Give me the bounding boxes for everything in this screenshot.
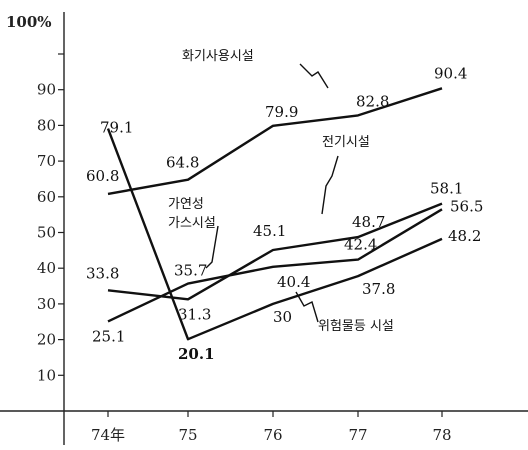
series-name-fire: 화기사용시설: [182, 49, 254, 64]
data-labels: 60.8 64.8 79.9 82.8 90.4 33.8 31.3 45.1 48.7 58.1…: [86, 64, 483, 363]
y-tick-label: 10: [37, 366, 56, 384]
data-label-gas: 35.7: [174, 262, 207, 280]
x-tick-label: 75: [178, 426, 197, 444]
data-label-fire: 79.9: [265, 103, 298, 121]
data-label-fire: 60.8: [86, 167, 119, 185]
pointer-fire: [299, 63, 329, 89]
series-name-gas: 가연성 가스시설: [168, 197, 216, 231]
data-label-electric: 33.8: [86, 264, 119, 282]
y-unit-label: 100%: [6, 13, 52, 31]
data-label-fire: 90.4: [434, 64, 467, 82]
x-tick-label: 78: [432, 426, 451, 444]
series-lines: [106, 87, 443, 341]
y-tick-label: 80: [37, 116, 56, 134]
series-name-hazard: 위험물등 시설: [318, 319, 394, 334]
y-tick-label: 60: [37, 188, 56, 206]
y-tick-label: 20: [37, 331, 56, 349]
series-line-fire: [107, 87, 443, 196]
x-tick-label: 74年: [91, 426, 125, 444]
y-tick-label: 70: [37, 152, 56, 170]
axes: [0, 12, 528, 445]
series-name-electric: 전기시설: [322, 135, 370, 150]
data-label-hazard: 30: [273, 308, 292, 326]
data-label-hazard: 37.8: [362, 280, 395, 298]
data-label-gas: 42.4: [344, 236, 377, 254]
y-tick-label: 40: [37, 259, 56, 277]
data-label-gas: 25.1: [92, 327, 125, 345]
series-line-hazard: [106, 128, 443, 341]
series-line-gas: [107, 208, 443, 323]
pointer-hazard: [295, 291, 319, 323]
x-tick-label: 76: [263, 426, 282, 444]
data-label-electric: 58.1: [430, 180, 463, 198]
y-tick-label: 90: [37, 81, 56, 99]
y-tick-label: 50: [37, 224, 56, 242]
data-label-electric: 48.7: [352, 213, 385, 231]
data-label-fire: 82.8: [356, 92, 389, 110]
data-label-hazard: 79.1: [100, 119, 133, 137]
tick-labels: 100% 90 80 70 60 50 40 30 20 10 74年 75 76 77 78: [6, 13, 452, 444]
data-label-gas: 40.4: [277, 273, 310, 291]
data-label-electric: 45.1: [253, 222, 286, 240]
pointer-electric: [321, 155, 339, 215]
y-tick-label: 30: [37, 295, 56, 313]
data-label-hazard: 48.2: [448, 227, 481, 245]
x-tick-label: 77: [348, 426, 367, 444]
data-label-gas: 56.5: [450, 197, 483, 215]
data-label-fire: 64.8: [166, 154, 199, 172]
pointer-gas: [205, 225, 219, 269]
data-label-electric: 31.3: [178, 305, 211, 323]
data-label-hazard: 20.1: [178, 345, 215, 363]
